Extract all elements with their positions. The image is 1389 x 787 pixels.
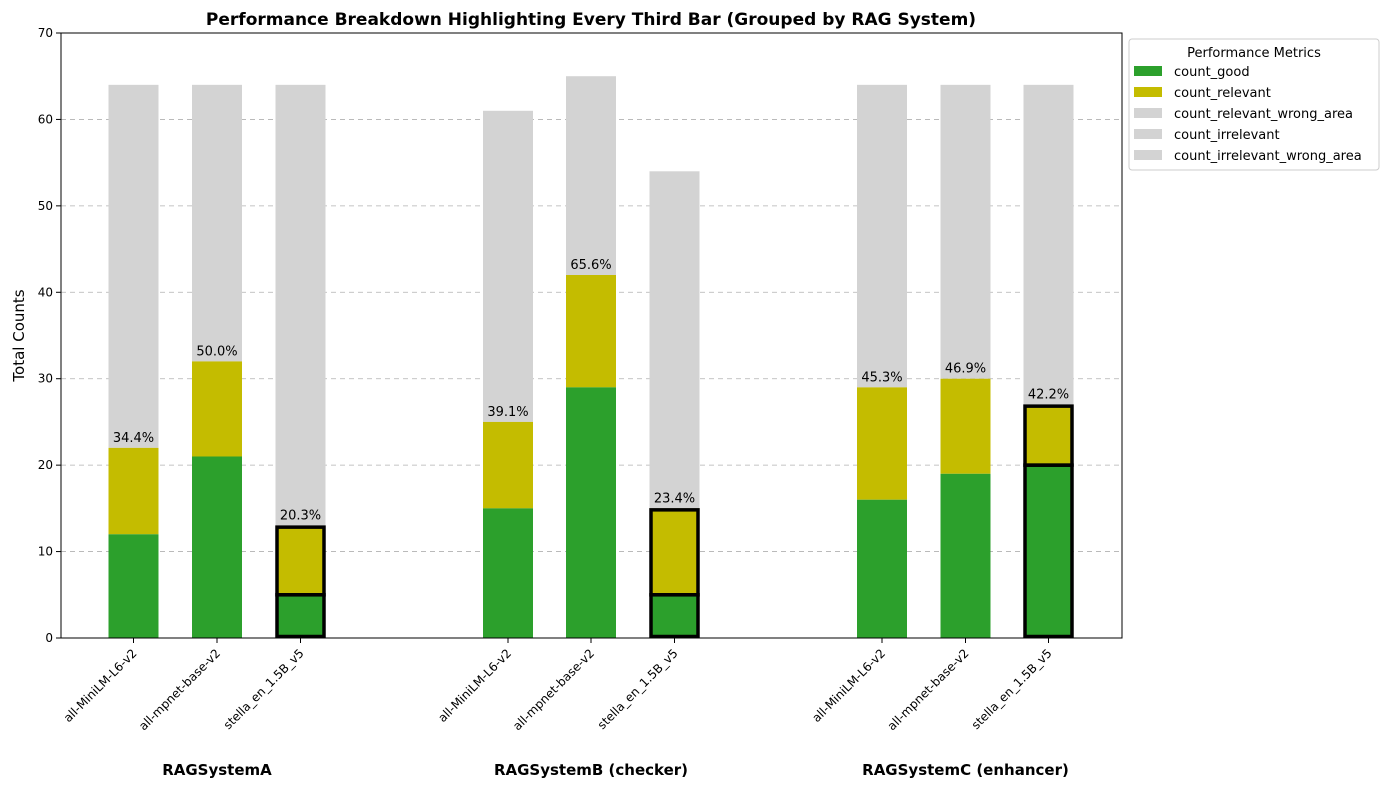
legend-swatch <box>1134 150 1162 160</box>
y-tick-label: 70 <box>38 26 53 40</box>
chart-title: Performance Breakdown Highlighting Every… <box>206 10 976 30</box>
bar-segment-relevant <box>1023 404 1074 466</box>
bar-segment-relevant <box>483 421 533 509</box>
group-label: RAGSystemA <box>162 761 272 779</box>
y-tick-label: 30 <box>38 372 53 386</box>
legend: Performance Metrics count_good count_rele… <box>1128 38 1380 171</box>
group-label: RAGSystemB (checker) <box>494 761 688 779</box>
x-tick-label: stella_en_1.5B_v5 <box>221 646 307 732</box>
x-tick-label: all-mpnet-base-v2 <box>136 646 223 733</box>
bar-segment-rest <box>940 84 991 379</box>
highlight-outline-relevant <box>1023 404 1074 467</box>
bar-segment-relevant <box>566 275 616 388</box>
bar-segment-relevant <box>192 361 242 457</box>
x-tick-label: all-MiniLM-L6-v2 <box>809 646 888 725</box>
bar-segment-relevant <box>940 378 991 474</box>
bar-segment-good <box>192 456 242 638</box>
bar-segment-good <box>649 594 700 638</box>
y-tick-label: 20 <box>38 458 53 472</box>
bar-segment-rest <box>1023 84 1074 405</box>
bar-percent-label: 34.4% <box>113 431 154 446</box>
y-tick-label: 60 <box>38 112 53 126</box>
legend-swatch <box>1134 129 1162 139</box>
legend-entry-label: count_relevant <box>1174 86 1271 101</box>
highlight-outline-relevant <box>649 508 700 597</box>
bar-segment-good <box>566 387 616 638</box>
group-label: RAGSystemC (enhancer) <box>862 761 1069 779</box>
highlight-outline-relevant <box>275 525 326 597</box>
bar-segment-relevant <box>275 525 326 595</box>
bar-segment-good <box>857 499 907 638</box>
bar-segment-good <box>940 473 991 638</box>
bar-segment-good <box>1023 465 1074 638</box>
y-tick-label: 10 <box>38 545 53 559</box>
x-tick-label: all-mpnet-base-v2 <box>510 646 597 733</box>
y-axis: 0 10 20 30 40 50 60 70 <box>38 26 61 645</box>
y-tick-label: 50 <box>38 199 53 213</box>
bar-segment-rest <box>192 84 242 362</box>
legend-swatch <box>1134 108 1162 118</box>
bar-segment-rest <box>649 171 700 509</box>
legend-entry-label: count_irrelevant_wrong_area <box>1174 149 1362 164</box>
bar-segment-good <box>275 594 326 638</box>
x-tick-label: all-MiniLM-L6-v2 <box>435 646 514 725</box>
bars-layer <box>108 76 1074 639</box>
bar-segment-good <box>483 508 533 638</box>
x-tick-label: all-MiniLM-L6-v2 <box>61 646 140 725</box>
y-tick-label: 40 <box>38 285 53 299</box>
bar-segment-relevant <box>649 508 700 595</box>
bar-segment-relevant <box>108 447 159 535</box>
bar-segment-good <box>108 534 159 638</box>
bar-percent-label: 20.3% <box>280 509 321 524</box>
legend-swatch <box>1134 66 1162 76</box>
bar-segment-rest <box>483 110 533 422</box>
x-tick-label: stella_en_1.5B_v5 <box>595 646 681 732</box>
bar-segment-relevant <box>857 387 907 500</box>
y-axis-title: Total Counts <box>10 289 28 382</box>
legend-entry-label: count_irrelevant <box>1174 128 1280 143</box>
bar-segment-rest <box>275 84 326 526</box>
bar-percent-label: 39.1% <box>487 405 528 420</box>
bar-percent-label: 45.3% <box>861 370 902 385</box>
bar-percent-label: 65.6% <box>570 258 611 273</box>
legend-entry-label: count_good <box>1174 65 1250 80</box>
x-tick-label: stella_en_1.5B_v5 <box>969 646 1055 732</box>
legend-frame <box>1128 38 1380 171</box>
labels-layer: 34.4% 50.0% 20.3% 39.1% 65.6% 23.4% 45.3% 46.9%… <box>113 258 1069 524</box>
bar-percent-label: 46.9% <box>945 362 986 377</box>
bar-segment-rest <box>566 76 616 275</box>
bar-percent-label: 23.4% <box>654 491 695 506</box>
bar-percent-label: 42.2% <box>1028 388 1069 403</box>
legend-entry-label: count_relevant_wrong_area <box>1174 107 1353 122</box>
legend-entries: count_good count_relevant count_relevant_w… <box>1134 65 1362 164</box>
legend-title: Performance Metrics <box>1187 46 1321 61</box>
bar-segment-rest <box>857 84 907 388</box>
bar-segment-rest <box>108 84 159 448</box>
bar-percent-label: 50.0% <box>196 344 237 359</box>
y-tick-label: 0 <box>45 631 53 645</box>
legend-swatch <box>1134 87 1162 97</box>
x-axis: all-MiniLM-L6-v2all-mpnet-base-v2stella_… <box>61 638 1069 779</box>
x-tick-label: all-mpnet-base-v2 <box>885 646 972 733</box>
